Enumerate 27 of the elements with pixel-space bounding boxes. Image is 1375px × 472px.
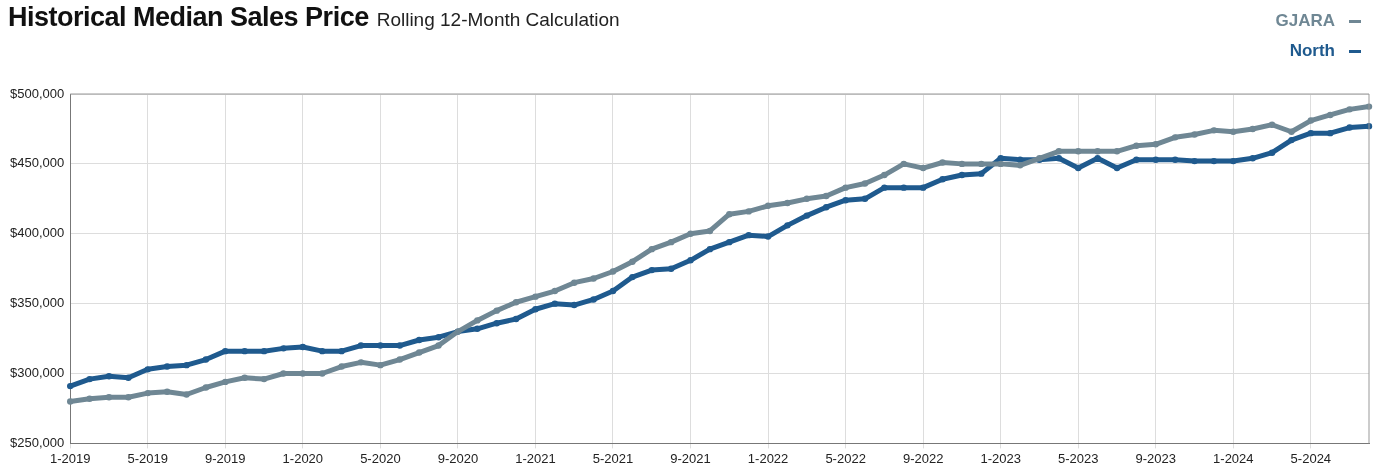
y-tick-label: $350,000: [9, 295, 65, 311]
x-tick-label: 1-2021: [515, 450, 556, 466]
chart-title: Historical Median Sales Price: [8, 2, 369, 32]
y-tick-label: $450,000: [9, 155, 65, 171]
y-tick-label: $250,000: [9, 434, 65, 450]
x-tick-label: 9-2023: [1135, 450, 1177, 466]
x-tick-label: 1-2023: [980, 450, 1021, 466]
x-tick-label: 5-2021: [592, 450, 634, 466]
x-tick-label: 5-2022: [825, 450, 866, 466]
x-tick-label: 9-2019: [205, 450, 246, 466]
x-tick-label: 5-2020: [360, 450, 401, 466]
x-tick-label: 5-2024: [1290, 450, 1332, 466]
x-tick-label: 1-2024: [1213, 450, 1254, 466]
y-tick-label: $400,000: [9, 225, 65, 241]
y-tick-label: $300,000: [9, 365, 65, 381]
legend-label: North: [1289, 41, 1335, 60]
x-tick-label: 1-2019: [49, 450, 91, 466]
x-tick-label: 9-2020: [437, 450, 479, 466]
chart-subtitle: Rolling 12-Month Calculation: [376, 9, 620, 30]
x-tick-label: 1-2022: [747, 450, 789, 466]
x-tick-label: 1-2020: [282, 450, 324, 466]
x-tick-label: 5-2023: [1057, 450, 1099, 466]
y-tick-label: $500,000: [9, 85, 65, 101]
legend-label: GJARA: [1275, 11, 1335, 30]
x-tick-label: 9-2022: [902, 450, 944, 466]
x-tick-label: 5-2019: [127, 450, 168, 466]
x-tick-label: 9-2021: [670, 450, 711, 466]
